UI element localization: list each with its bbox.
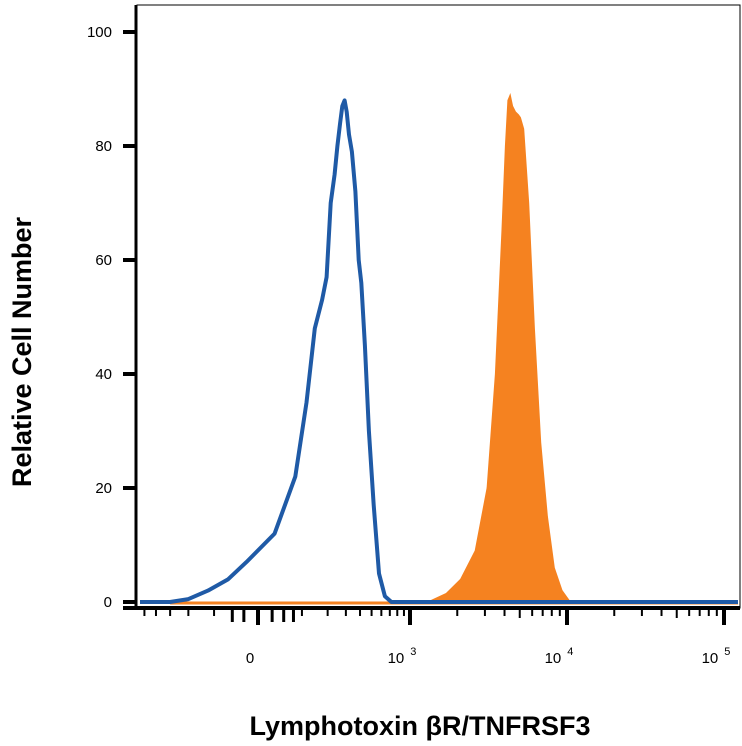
x-tick-label-0: 0 — [246, 650, 254, 667]
plot-frame — [136, 4, 741, 609]
y-tick-label-40: 40 — [95, 366, 112, 383]
y-tick-label-80: 80 — [95, 138, 112, 155]
x-axis: 0 10 3 10 4 10 5 — [123, 606, 740, 667]
y-axis-title: Relative Cell Number — [7, 216, 37, 487]
x-tick-label-3: 10 5 — [702, 646, 731, 667]
series-filled-histogram — [427, 92, 572, 603]
x-tick-label-1: 10 3 — [388, 646, 417, 667]
y-tick-label-0: 0 — [104, 594, 112, 611]
y-axis: 0 20 40 60 80 100 — [87, 5, 138, 611]
y-tick-label-20: 20 — [95, 480, 112, 497]
x-axis-title: Lymphotoxin βR/TNFRSF3 — [250, 711, 591, 741]
x-tick-label-2: 10 4 — [545, 646, 574, 667]
y-tick-label-100: 100 — [87, 24, 112, 41]
series-layer — [140, 92, 738, 605]
series-outline-histogram — [140, 98, 738, 604]
y-tick-label-60: 60 — [95, 252, 112, 269]
